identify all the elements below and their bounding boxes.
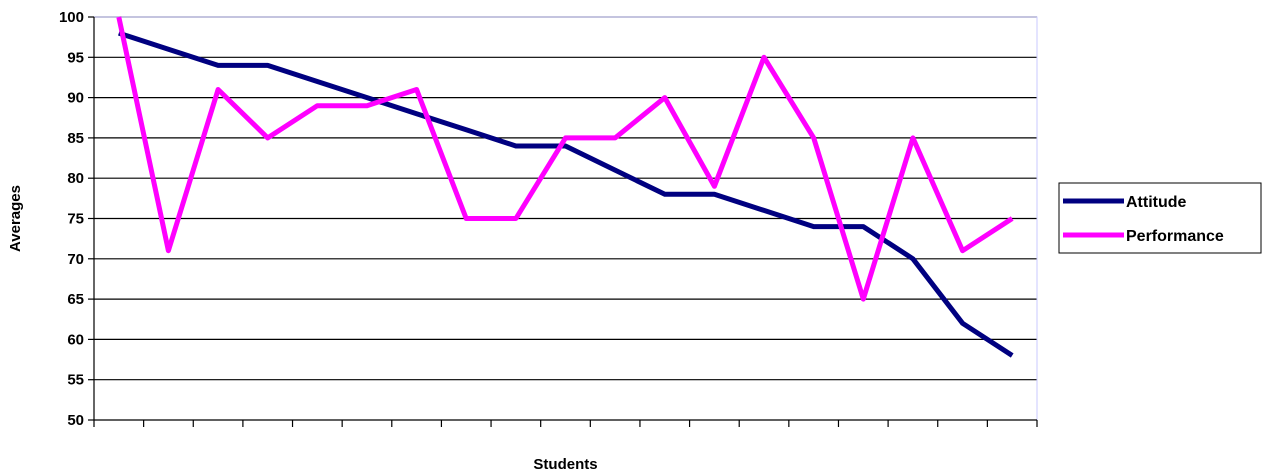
y-tick-label: 100: [59, 9, 84, 26]
y-tick-label: 60: [67, 331, 84, 348]
series-line-attitude: [118, 30, 1014, 358]
y-tick-label: 70: [67, 251, 84, 268]
y-tick-label: 80: [67, 170, 84, 187]
y-tick-label: 55: [67, 372, 84, 389]
y-tick-label: 95: [67, 49, 84, 66]
y-tick-label: 85: [67, 130, 84, 147]
axes: [88, 16, 1038, 427]
legend-label-attitude: Attitude: [1126, 194, 1187, 211]
y-axis-title: Averages: [7, 185, 24, 252]
y-tick-label: 50: [67, 412, 84, 429]
series-lines: [116, 16, 1014, 358]
y-tick-label: 90: [67, 90, 84, 107]
legend: Attitude Performance: [1058, 182, 1262, 254]
legend-box: [1058, 182, 1262, 254]
y-tick-label: 65: [67, 291, 84, 308]
series-line-performance: [116, 16, 1014, 302]
legend-label-performance: Performance: [1126, 228, 1224, 245]
x-axis-title: Students: [533, 456, 597, 473]
y-tick-label: 75: [67, 211, 84, 228]
y-tick-labels: 50 55 60 65 70 75 80 85 90 95 100: [59, 9, 84, 429]
